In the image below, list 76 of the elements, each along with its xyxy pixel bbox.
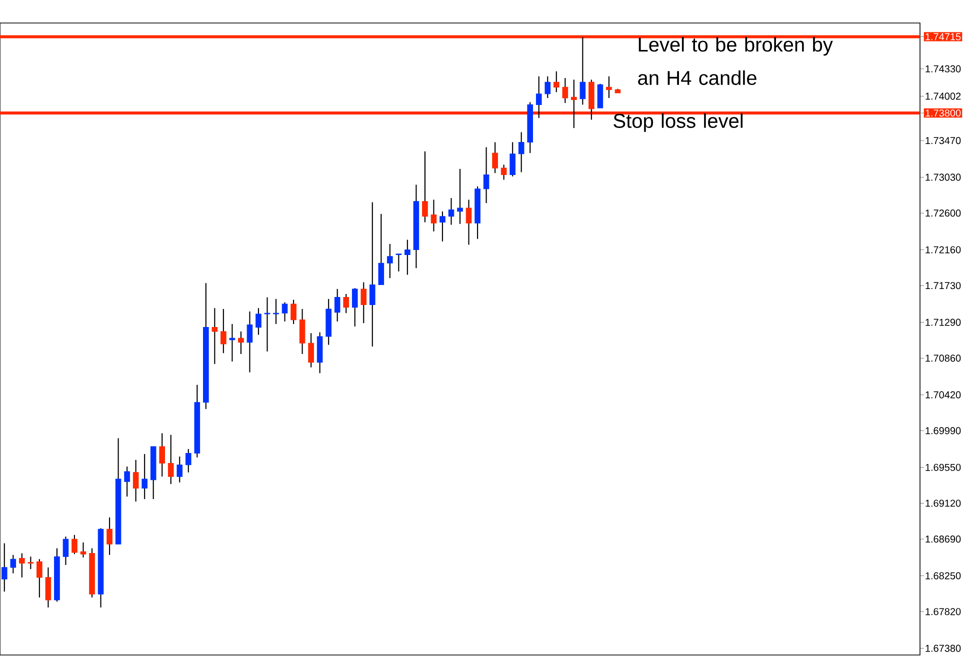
candlestick <box>159 432 165 478</box>
candlestick <box>106 516 112 556</box>
candlestick <box>168 434 174 485</box>
ref-line-label: Level to be broken by an H4 candle <box>638 37 833 86</box>
candlestick <box>483 146 490 204</box>
candlestick <box>72 534 78 555</box>
candlestick <box>492 142 498 174</box>
candlestick <box>422 150 428 223</box>
candlestick <box>264 296 270 352</box>
y-tick-label: 1.67820 <box>926 608 961 616</box>
candlestick <box>28 556 34 570</box>
candlestick <box>369 202 376 348</box>
candlestick <box>212 308 218 365</box>
y-tick-label: 1.74002 <box>926 92 961 100</box>
candlestick <box>176 456 183 483</box>
y-tick-label: 1.73030 <box>926 174 961 181</box>
ref-line-label: Stop loss level <box>614 113 743 132</box>
candlestick <box>256 308 262 336</box>
y-tick-label: 1.71730 <box>926 282 961 290</box>
candlestick <box>606 76 612 99</box>
y-tick-label: 1.70860 <box>926 354 961 362</box>
candlestick <box>220 308 226 354</box>
candlestick <box>466 199 472 246</box>
candlestick <box>580 36 586 106</box>
candlestick <box>229 323 236 362</box>
candlestick <box>430 199 437 232</box>
candlestick <box>132 459 139 502</box>
candlestick <box>124 466 130 498</box>
candlestick <box>562 77 568 104</box>
y-tick-label: 1.73800 <box>926 109 961 117</box>
candlestick <box>80 542 86 558</box>
candlestick <box>290 299 296 325</box>
candlestick <box>448 198 454 226</box>
candlestick <box>308 332 314 368</box>
candlestick <box>19 552 25 578</box>
y-tick-label: 1.72160 <box>926 246 961 254</box>
candlestick <box>238 330 244 355</box>
candlestick <box>299 308 306 355</box>
candlestick <box>62 536 69 566</box>
y-tick-label: 1.69550 <box>926 464 961 471</box>
y-tick-label: 1.68690 <box>926 536 961 543</box>
y-tick-label: 1.74715 <box>926 33 961 40</box>
y-tick-label: 1.67380 <box>926 644 961 652</box>
candlestick <box>142 454 148 500</box>
y-tick-label: 1.72600 <box>926 210 961 217</box>
candlestick <box>500 164 507 180</box>
candlestick <box>457 168 463 224</box>
y-tick-label: 1.69120 <box>926 500 961 507</box>
candlestick <box>387 243 393 279</box>
candlestick <box>36 558 42 598</box>
candlestick <box>440 210 446 242</box>
candlestick <box>518 132 524 173</box>
y-tick-label: 1.68250 <box>926 572 961 580</box>
candlestick <box>185 448 192 473</box>
y-tick-label: 1.74330 <box>926 65 961 72</box>
y-tick-label: 1.71290 <box>926 318 961 326</box>
candlestick <box>536 76 542 119</box>
candlestick <box>352 288 358 328</box>
candlestick <box>404 239 410 276</box>
y-tick-label: 1.69990 <box>926 427 961 434</box>
candlestick <box>343 293 349 314</box>
candlestick <box>597 83 604 109</box>
candlestick <box>45 566 52 608</box>
candlestick <box>544 76 551 99</box>
candlestick <box>246 310 253 373</box>
candlestick <box>510 142 516 177</box>
y-tick-label: 1.73470 <box>926 137 961 144</box>
candlestick <box>360 282 367 324</box>
candlestick <box>334 288 340 322</box>
candlestick <box>282 302 288 322</box>
candlestick <box>10 554 16 574</box>
candlestick <box>553 70 560 93</box>
y-tick-label: 1.70420 <box>926 391 961 398</box>
candlestick <box>396 253 402 272</box>
candlestick <box>273 298 279 325</box>
candlestick <box>378 213 384 286</box>
